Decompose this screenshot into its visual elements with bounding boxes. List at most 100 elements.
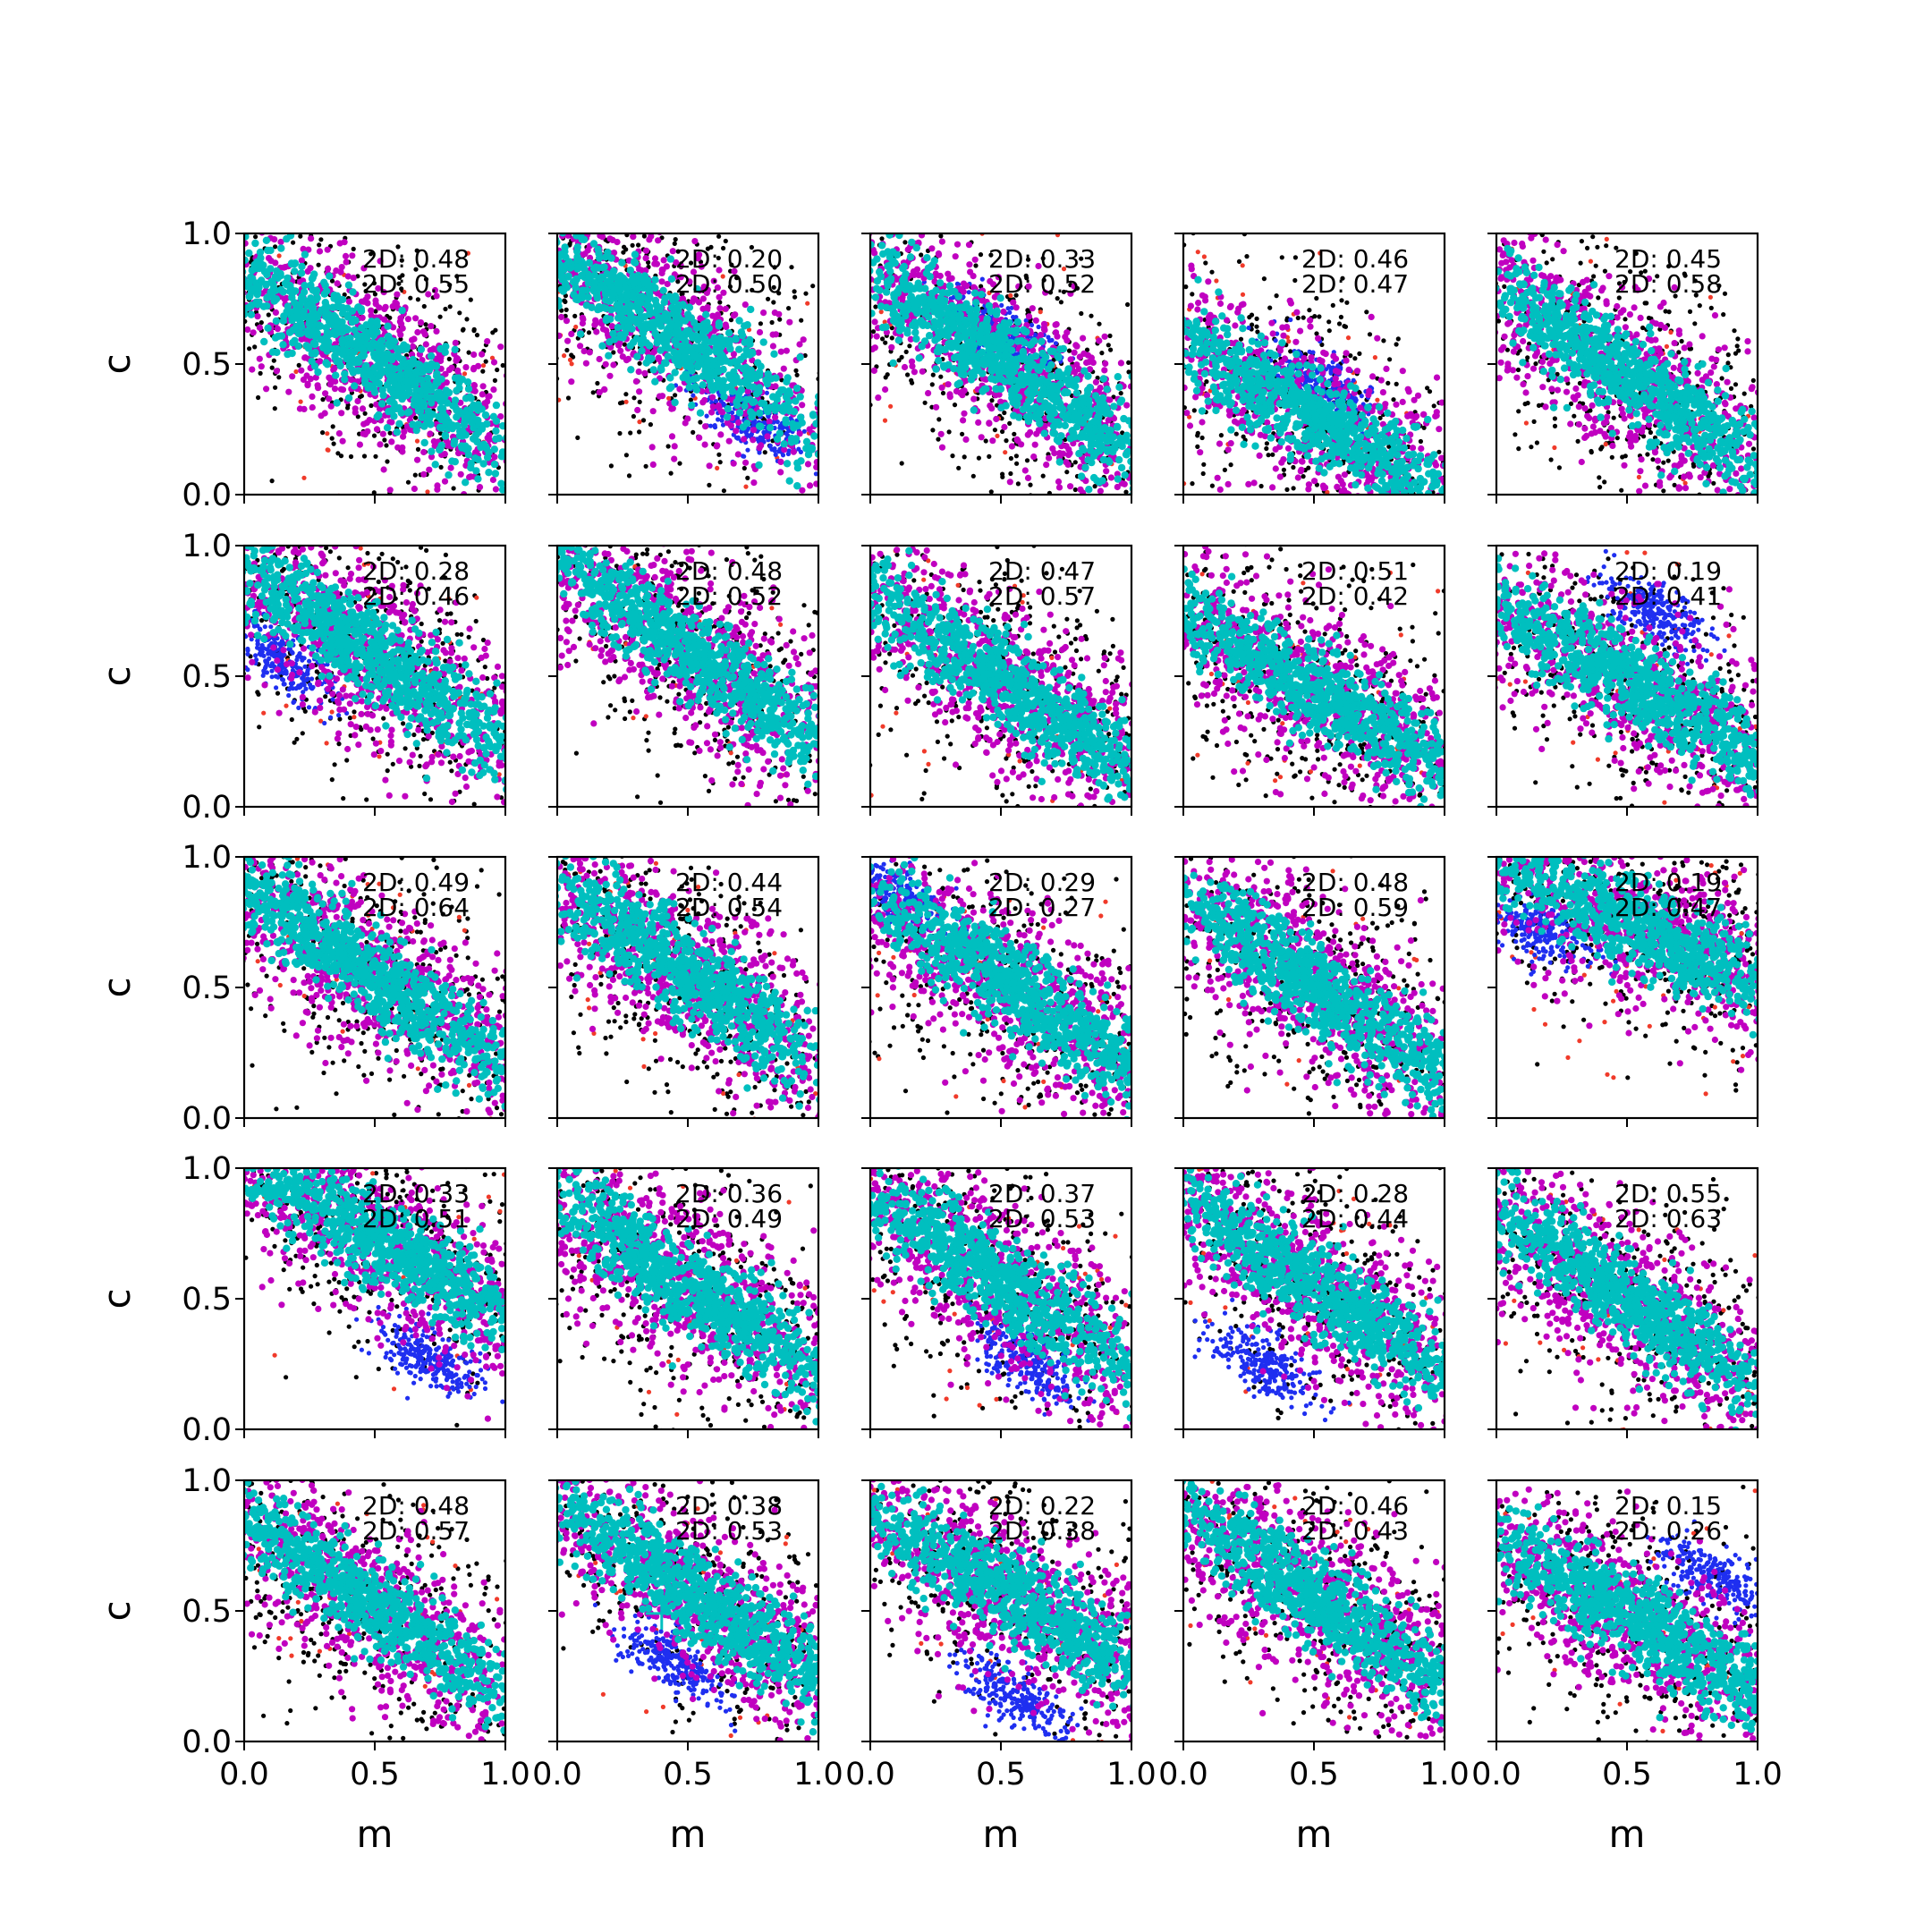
point-magenta [714, 284, 722, 292]
point-cyan [498, 448, 505, 456]
point-magenta [704, 286, 711, 293]
point-magenta [1035, 262, 1042, 270]
point-magenta [386, 487, 394, 494]
point-black [929, 382, 935, 387]
point-cyan [619, 318, 627, 326]
point-cyan [307, 281, 315, 290]
point-cyan [666, 374, 674, 382]
point-cyan [303, 327, 311, 335]
point-magenta [871, 344, 878, 352]
point-cyan [349, 288, 357, 296]
point-magenta [298, 335, 305, 343]
point-black [1058, 300, 1063, 305]
point-cyan [424, 407, 433, 416]
point-black [385, 459, 390, 464]
point-black [372, 292, 377, 297]
point-black [973, 263, 979, 268]
point-magenta [593, 328, 600, 335]
point-magenta [441, 478, 449, 485]
point-blue [982, 309, 987, 314]
point-cyan [373, 355, 381, 363]
point-cyan [267, 265, 275, 273]
point-black [792, 289, 797, 294]
point-cyan [782, 416, 790, 424]
point-magenta [1055, 484, 1063, 491]
point-black [896, 358, 902, 363]
point-magenta [263, 386, 270, 393]
point-cyan [592, 264, 601, 272]
point-magenta [307, 265, 314, 272]
point-black [565, 395, 572, 401]
point-magenta [1043, 462, 1050, 469]
point-black [668, 470, 674, 476]
point-black [575, 435, 580, 440]
point-cyan [341, 376, 349, 384]
point-black [749, 244, 755, 250]
point-cyan [297, 269, 306, 277]
point-black [691, 429, 696, 435]
point-cyan [629, 338, 638, 346]
point-cyan [349, 355, 357, 363]
point-black [320, 430, 326, 436]
point-black [1025, 257, 1031, 262]
point-black [902, 240, 908, 245]
point-cyan [671, 336, 679, 345]
point-magenta [256, 324, 263, 331]
point-black [273, 385, 278, 390]
point-black [679, 292, 684, 297]
point-magenta [324, 246, 331, 253]
point-cyan [497, 479, 505, 487]
point-magenta [610, 361, 617, 369]
point-black [564, 347, 570, 353]
point-magenta [1013, 436, 1021, 443]
point-magenta [656, 393, 664, 400]
point-magenta [470, 351, 478, 359]
point-magenta [491, 453, 498, 461]
point-blue [966, 290, 971, 295]
point-black [414, 248, 419, 253]
point-black [1084, 347, 1090, 352]
point-magenta [428, 323, 435, 330]
point-magenta [285, 388, 292, 395]
point-magenta [781, 446, 788, 453]
point-black [907, 343, 912, 349]
point-black [987, 453, 992, 459]
point-cyan [453, 386, 461, 394]
point-cyan [378, 386, 386, 394]
point-cyan [584, 293, 592, 301]
point-magenta [1052, 321, 1059, 328]
point-magenta [1056, 450, 1063, 457]
point-cyan [651, 377, 659, 386]
point-magenta [396, 327, 403, 335]
point-black [451, 486, 456, 491]
point-cyan [416, 397, 425, 405]
point-cyan [730, 368, 738, 376]
point-cyan [703, 318, 711, 326]
point-magenta [238, 267, 244, 274]
point-magenta [671, 455, 678, 462]
point-black [865, 350, 869, 354]
point-blue [716, 417, 721, 422]
point-magenta [1103, 468, 1110, 475]
point-magenta [607, 343, 614, 351]
point-cyan [351, 326, 359, 335]
point-magenta [326, 374, 333, 381]
point-cyan [660, 298, 668, 307]
point-magenta [390, 324, 397, 331]
point-magenta [634, 406, 641, 414]
point-magenta [1097, 487, 1104, 495]
point-magenta [716, 267, 723, 274]
point-black [979, 284, 984, 289]
point-cyan [276, 269, 284, 278]
point-magenta [725, 437, 733, 445]
point-cyan [629, 293, 637, 302]
point-magenta [322, 390, 329, 397]
point-cyan [377, 349, 386, 357]
point-cyan [386, 397, 394, 405]
point-magenta [635, 369, 642, 376]
point-black [399, 286, 404, 292]
point-cyan [492, 417, 501, 425]
point-magenta [484, 338, 491, 345]
point-cyan [814, 399, 818, 407]
point-cyan [614, 324, 622, 332]
